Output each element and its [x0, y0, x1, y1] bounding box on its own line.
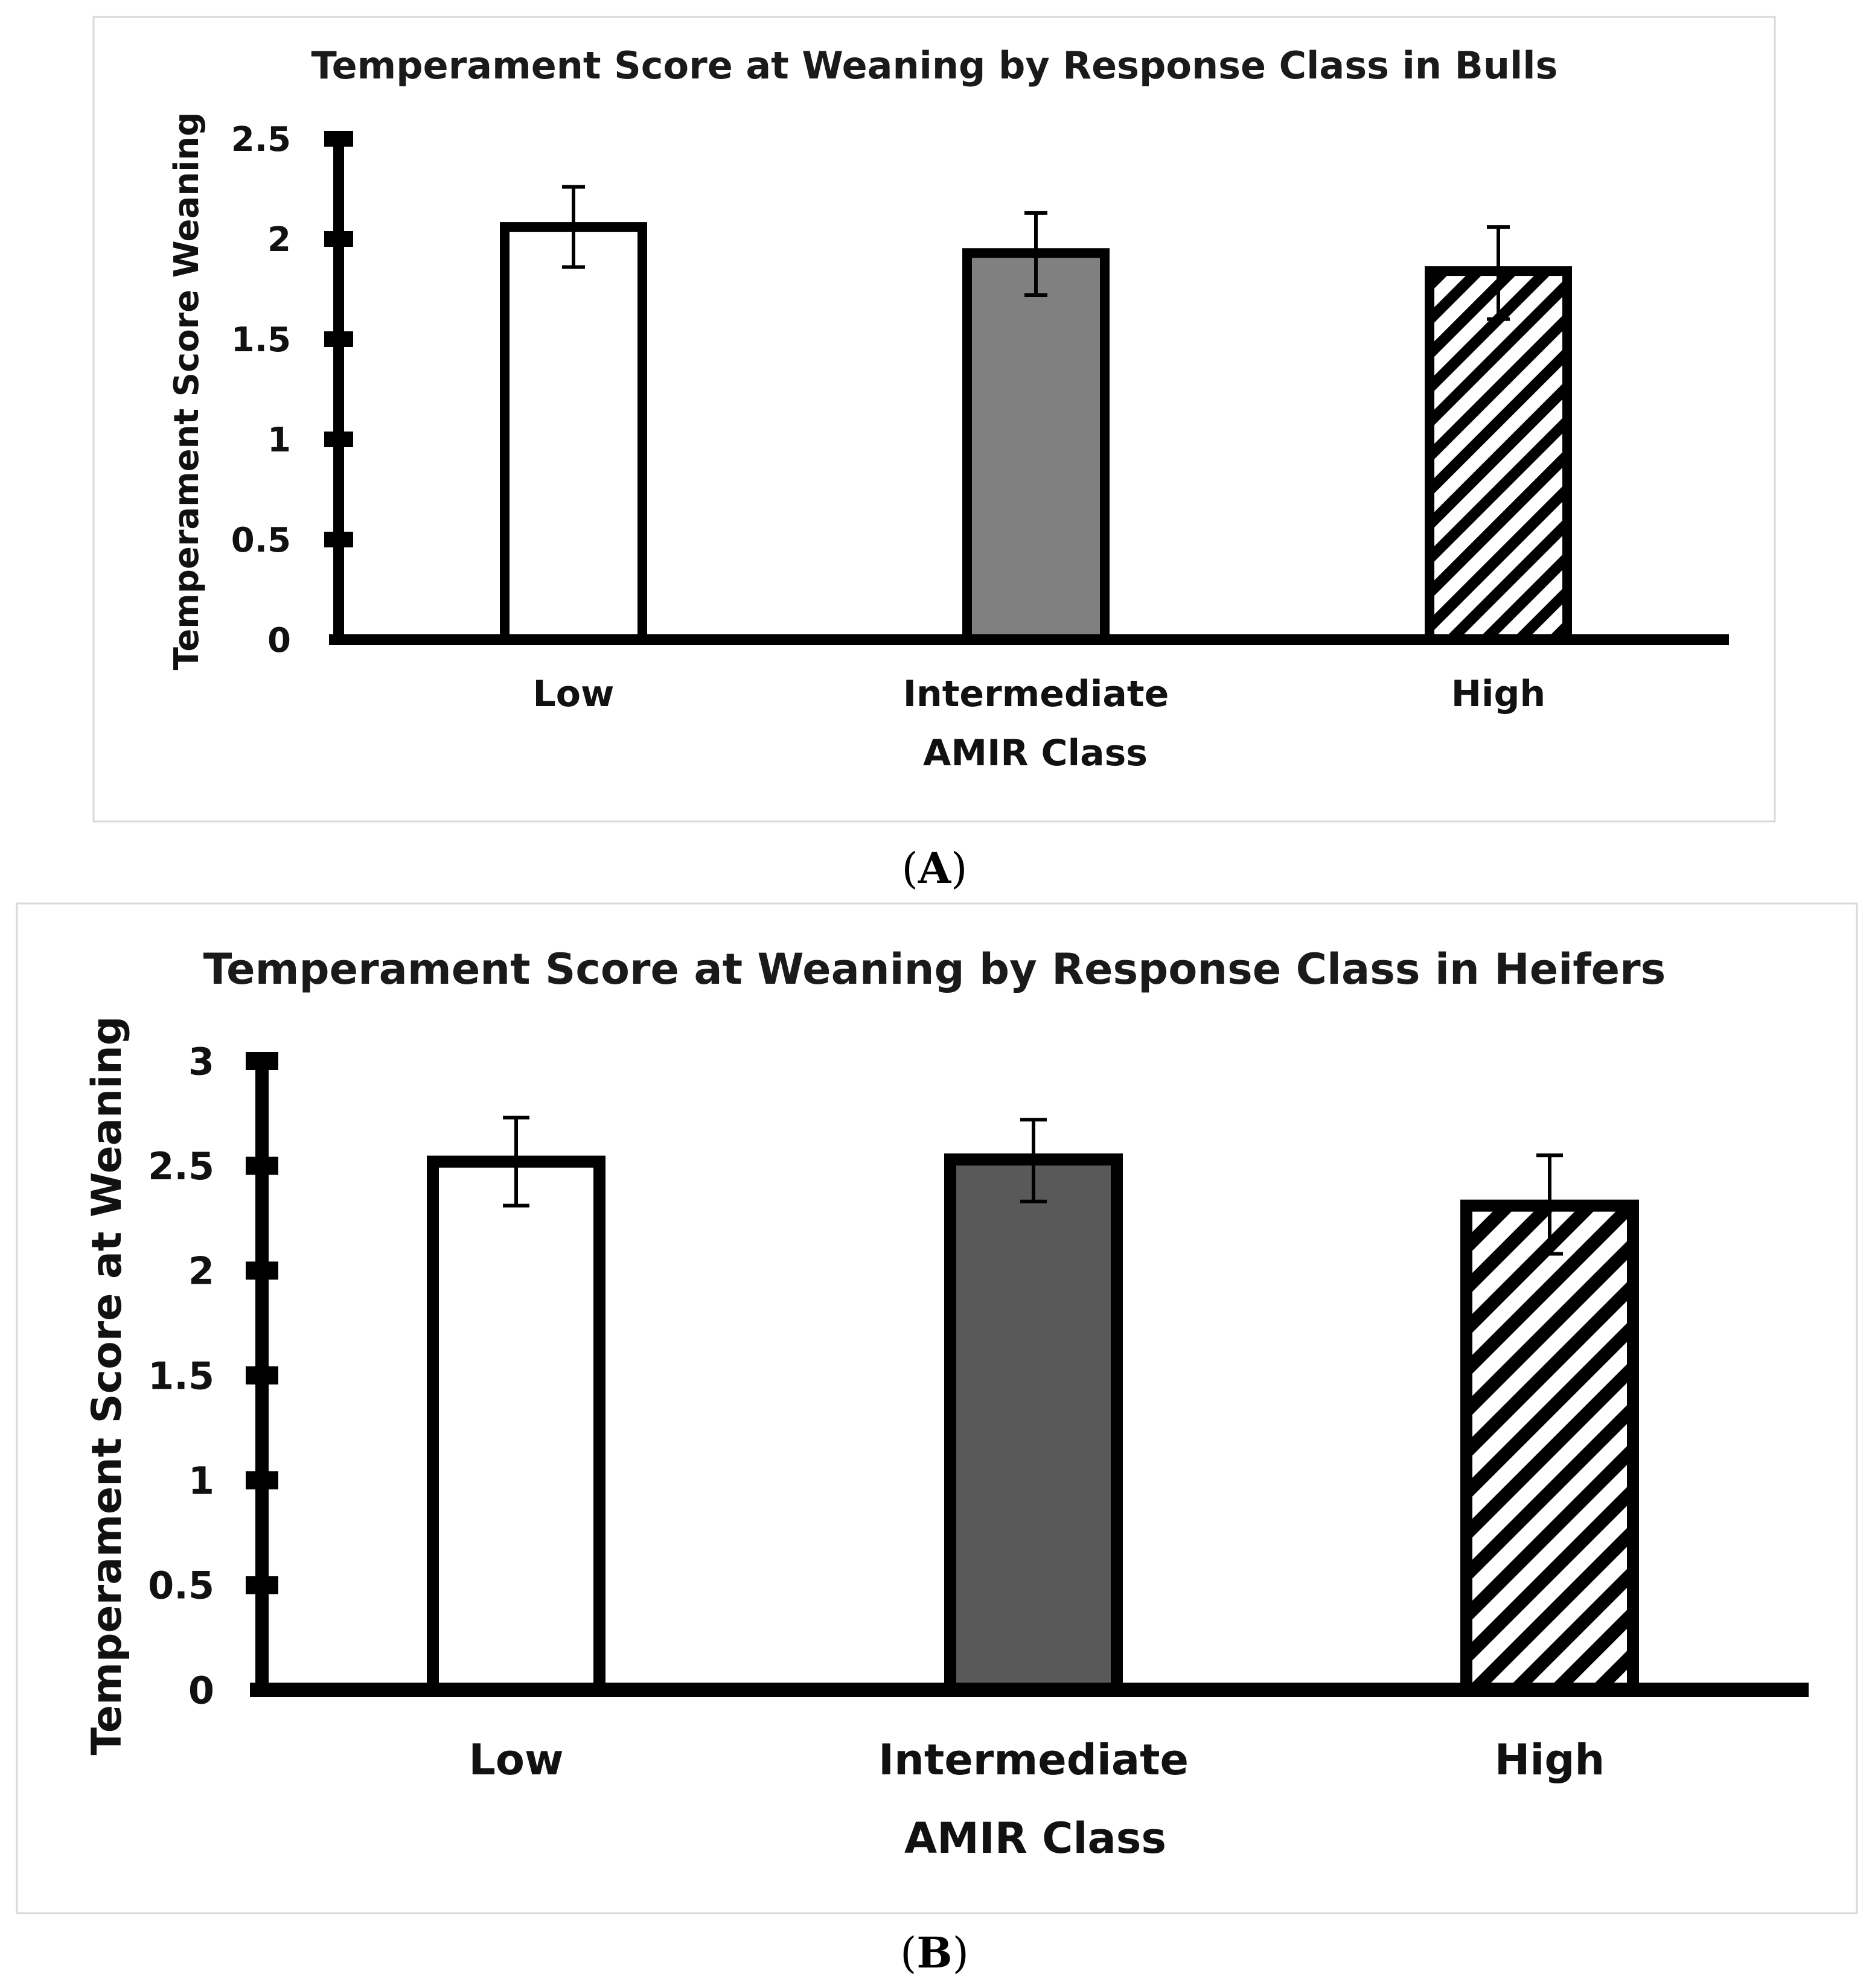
chart-b-y-tick-label-2: 1	[188, 1459, 214, 1503]
chart-a-y-tick-label-3: 1.5	[231, 320, 291, 360]
chart-b-y-tick-label-4: 2	[188, 1249, 214, 1293]
chart-a-title: Temperament Score at Weaning by Response…	[312, 43, 1558, 88]
chart-b-x-axis-title: AMIR Class	[904, 1814, 1166, 1863]
chart-a-x-label-high: High	[1451, 673, 1545, 715]
chart-a-y-tick-2	[324, 432, 353, 447]
chart-b-x-label-high: High	[1495, 1735, 1605, 1785]
chart-b-y-tick-5	[246, 1156, 278, 1175]
panel-b-label: (B)	[900, 1928, 969, 1978]
chart-b-y-tick-3	[246, 1366, 278, 1384]
chart-a-y-tick-5	[324, 131, 353, 147]
panel-a-label: (A)	[902, 843, 968, 893]
chart-a-bar-intermediate	[962, 248, 1110, 645]
chart-a-y-tick-label-5: 2.5	[231, 120, 291, 159]
chart-a-x-label-intermediate: Intermediate	[903, 673, 1169, 715]
chart-b-y-tick-label-1: 0.5	[148, 1564, 214, 1608]
chart-a-x-axis-title: AMIR Class	[923, 732, 1148, 774]
chart-b-x-label-intermediate: Intermediate	[878, 1735, 1189, 1785]
chart-panel-b: Temperament Score at Weaning by Response…	[16, 902, 1858, 1914]
chart-b-y-tick-label-5: 2.5	[148, 1144, 214, 1188]
chart-b-y-tick-label-0: 0	[188, 1668, 214, 1712]
chart-a-bar-low	[500, 222, 647, 645]
chart-a-y-tick-3	[324, 331, 353, 347]
chart-b-bar-intermediate	[944, 1153, 1123, 1696]
chart-b-title: Temperament Score at Weaning by Response…	[203, 945, 1666, 994]
chart-panel-a: Temperament Score at Weaning by Response…	[92, 16, 1776, 823]
chart-b-y-tick-2	[246, 1471, 278, 1489]
chart-b-y-tick-6	[246, 1052, 278, 1070]
chart-b-y-tick-label-3: 1.5	[148, 1354, 214, 1398]
chart-b-y-tick-label-6: 3	[188, 1039, 214, 1083]
chart-b-y-tick-4	[246, 1261, 278, 1280]
chart-a-bar-high	[1425, 266, 1572, 645]
chart-a-y-tick-label-2: 1	[267, 421, 291, 460]
chart-a-y-tick-4	[324, 231, 353, 247]
chart-b-y-tick-1	[246, 1576, 278, 1595]
chart-b-plot: 0 0.5 1 1.5 2 2.5 3 Low Intermediate High	[148, 1039, 1809, 1785]
chart-a-y-tick-1	[324, 532, 353, 547]
chart-b-bar-low	[427, 1155, 605, 1696]
chart-a-y-tick-label-0: 0	[267, 621, 291, 660]
chart-b-x-label-low: Low	[468, 1735, 563, 1785]
chart-b-bar-high	[1460, 1199, 1639, 1696]
chart-a-y-axis-title: Temperament Score Weaning	[167, 112, 206, 671]
chart-a-plot: 0 0.5 1 1.5 2 2.5 Low Intermediate High	[231, 120, 1729, 715]
chart-a-x-label-low: Low	[533, 673, 615, 715]
chart-b-y-axis-title: Temperament Score at Weaning	[83, 1016, 131, 1756]
chart-a-y-tick-label-4: 2	[267, 220, 291, 260]
chart-a-y-tick-label-1: 0.5	[231, 521, 291, 560]
